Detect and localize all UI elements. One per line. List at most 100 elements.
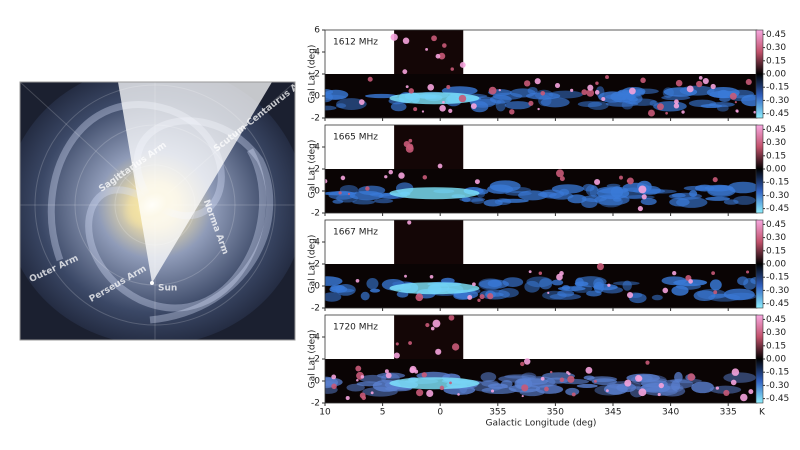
emission-blob [364, 93, 398, 99]
emission-point [509, 109, 515, 115]
emission-point [556, 169, 564, 178]
emission-point [711, 271, 715, 275]
emission-blob [616, 383, 637, 393]
emission-blob [671, 285, 689, 296]
colorbar [755, 314, 764, 404]
emission-point [422, 175, 428, 180]
emission-blob [741, 94, 757, 107]
emission-point [360, 375, 365, 379]
map-background [394, 30, 464, 74]
colorbar-tick-label: -0.30 [766, 96, 790, 106]
emission-blob [743, 277, 757, 290]
emission-point [607, 283, 611, 287]
emission-blob [693, 290, 716, 302]
emission-blob [540, 97, 570, 108]
emission-point [470, 103, 477, 110]
emission-point [402, 69, 408, 75]
emission-blob [325, 377, 343, 387]
emission-point [449, 381, 452, 385]
emission-point [384, 369, 389, 374]
emission-point [425, 47, 429, 51]
emission-blob [330, 284, 345, 291]
colorbar-tick-label: 0.15 [766, 151, 786, 161]
emission-point [638, 185, 647, 194]
emission-point [567, 375, 575, 383]
emission-point [472, 282, 476, 287]
colorbar-tick-label: 0.45 [766, 315, 786, 325]
emission-point [395, 342, 399, 346]
emission-blob [346, 383, 365, 392]
emission-point [450, 67, 454, 71]
emission-point [365, 186, 370, 191]
heatmap-image [325, 315, 757, 403]
emission-point [593, 379, 597, 383]
emission-point [687, 373, 696, 381]
emission-point [681, 110, 685, 114]
emission-blob [688, 99, 717, 108]
colorbar [755, 219, 764, 309]
emission-point [554, 82, 561, 89]
map-background [394, 315, 464, 359]
colorbar-tick-label: -0.45 [766, 109, 789, 119]
emission-point [528, 270, 532, 274]
emission-blob [676, 196, 708, 208]
emission-point [538, 271, 543, 275]
emission-point [426, 389, 434, 398]
colorbar-tick-label: 0.30 [766, 138, 786, 148]
emission-blob [483, 199, 503, 207]
emission-blob [710, 293, 728, 298]
colorbar-tick-label: -0.15 [766, 178, 789, 188]
y-tick-label: -2 [311, 399, 320, 409]
y-tick-label: 0 [314, 377, 320, 387]
y-axis-label: Gal Lat (deg) [308, 45, 318, 104]
emission-blob [325, 292, 342, 302]
emission-point [567, 372, 571, 376]
panel-label: 1612 MHz [333, 38, 378, 48]
emission-blob [683, 185, 710, 191]
emission-point [474, 179, 480, 185]
colorbar-tick-label: 0.15 [766, 56, 786, 66]
emission-blob [504, 186, 532, 194]
emission-blob [671, 380, 681, 391]
emission-point [641, 194, 647, 200]
emission-point [404, 274, 407, 278]
y-tick-label: 2 [314, 260, 320, 270]
emission-point [745, 78, 752, 86]
y-axis-label: Gal Lat (deg) [308, 330, 318, 389]
emission-point [712, 177, 718, 183]
x-tick-label: 345 [604, 408, 621, 418]
emission-point [586, 89, 595, 97]
emission-point [713, 290, 718, 295]
emission-point [537, 107, 540, 111]
emission-point [355, 278, 360, 283]
emission-point [479, 294, 485, 300]
emission-point [746, 270, 750, 274]
colorbar-tick-label: -0.15 [766, 368, 789, 378]
colorbar [755, 124, 764, 214]
emission-blob [645, 378, 668, 383]
y-tick-label: 0 [314, 187, 320, 197]
y-tick-label: 2 [314, 165, 320, 175]
y-axis-label: Gal Lat (deg) [308, 235, 318, 294]
emission-blob [576, 383, 598, 389]
map-background [394, 125, 464, 169]
emission-point [448, 315, 455, 321]
emission-point [715, 386, 720, 390]
emission-point [570, 88, 574, 92]
emission-point [540, 376, 545, 381]
emission-point [635, 374, 642, 382]
emission-point [457, 393, 460, 396]
emission-blob [691, 381, 715, 394]
emission-blob [539, 189, 565, 199]
y-tick-label: 6 [314, 26, 320, 36]
x-tick-label: 350 [547, 408, 564, 418]
emission-point [358, 99, 365, 105]
y-axis-label: Gal Lat (deg) [308, 140, 318, 199]
emission-blob [389, 187, 480, 200]
emission-point [540, 90, 546, 96]
emission-blob [500, 380, 513, 388]
panel-label: 1665 MHz [333, 133, 378, 143]
colorbar-tick-label: -0.45 [766, 299, 789, 309]
emission-point [408, 138, 413, 143]
